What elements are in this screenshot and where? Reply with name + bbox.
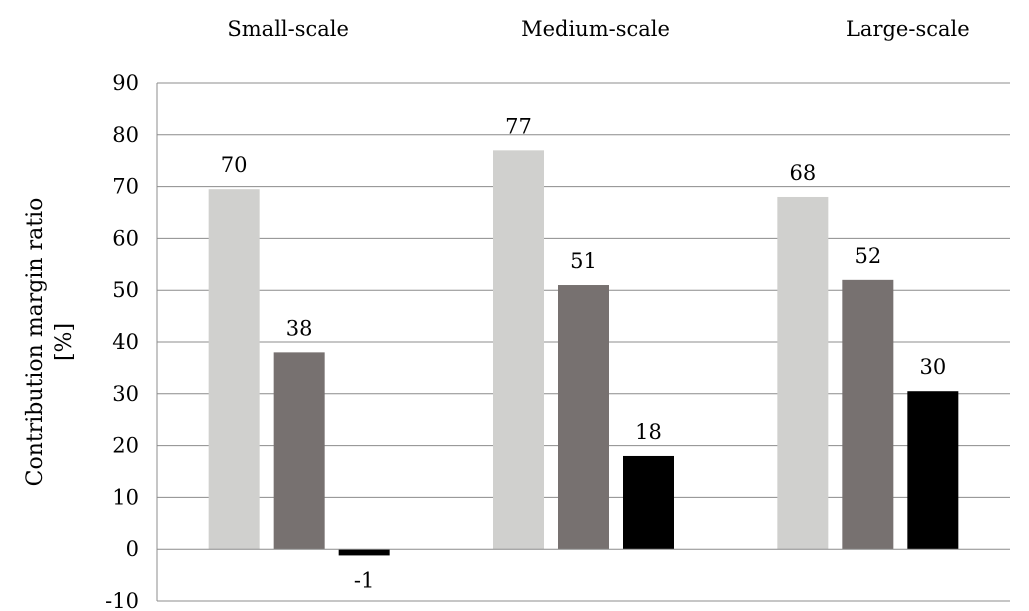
- y-axis-label: Contribution margin ratio: [23, 198, 48, 487]
- y-tick-label: 80: [112, 123, 139, 147]
- data-label: 77: [505, 114, 532, 138]
- y-axis-tick-labels: -10 0 10 20 30 40 50 60 70 80 90: [105, 71, 139, 611]
- bar: [842, 279, 894, 550]
- data-label: 30: [919, 355, 946, 379]
- bars: [208, 150, 959, 556]
- bar: [777, 196, 829, 550]
- category-label: Small-scale: [227, 17, 349, 41]
- data-label: 18: [635, 420, 662, 444]
- y-tick-label: 30: [112, 382, 139, 406]
- bar: [558, 285, 609, 550]
- category-labels: Small-scale Medium-scale Large-scale: [227, 17, 969, 41]
- data-labels: 70 38 -1 77 51 18 68 52 30: [221, 114, 946, 592]
- y-tick-label: 0: [126, 537, 139, 561]
- y-tick-label: 20: [112, 434, 139, 458]
- category-label: Large-scale: [846, 17, 970, 41]
- data-label: -1: [354, 568, 374, 592]
- data-label: 68: [789, 161, 816, 185]
- bar: [493, 150, 544, 550]
- bar: [623, 455, 674, 550]
- y-axis-title: Contribution margin ratio [%]: [23, 198, 77, 487]
- data-label: 51: [570, 249, 597, 273]
- bar: [907, 391, 959, 550]
- y-tick-label: 90: [112, 71, 139, 95]
- y-tick-label: 70: [112, 175, 139, 199]
- y-tick-label: -10: [105, 589, 139, 611]
- y-tick-label: 10: [112, 485, 139, 509]
- y-tick-label: 50: [112, 278, 139, 302]
- data-label: 52: [854, 244, 881, 268]
- data-label: 38: [286, 316, 313, 340]
- y-tick-label: 60: [112, 226, 139, 250]
- bar: [338, 549, 390, 556]
- bar: [273, 352, 325, 550]
- category-label: Medium-scale: [521, 17, 670, 41]
- bar: [208, 189, 260, 550]
- y-axis-unit: [%]: [52, 323, 77, 361]
- data-label: 70: [221, 153, 248, 177]
- y-tick-label: 40: [112, 330, 139, 354]
